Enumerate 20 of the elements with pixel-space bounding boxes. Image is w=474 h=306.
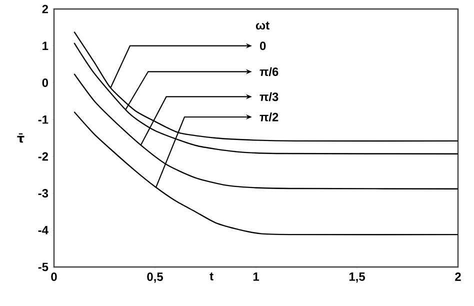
y-tick-label: -1 bbox=[38, 115, 48, 124]
x-axis-title: t bbox=[210, 272, 214, 280]
legend-label: π/3 bbox=[260, 92, 278, 102]
y-tick-label: -5 bbox=[38, 262, 48, 272]
y-tick-label: 2 bbox=[42, 4, 48, 14]
y-tick-label: -3 bbox=[38, 189, 48, 198]
y-tick-label: -4 bbox=[38, 226, 48, 234]
legend-label: π/6 bbox=[260, 67, 278, 76]
y-tick-label: -2 bbox=[38, 152, 48, 161]
y-tick-label: 0 bbox=[42, 78, 48, 87]
legend-title: ωt bbox=[256, 22, 270, 30]
y-tick-label: 1 bbox=[42, 42, 48, 50]
x-tick-label: 2 bbox=[455, 272, 461, 281]
x-tick-label: 1,5 bbox=[349, 272, 365, 283]
y-axis-title: τ̄ bbox=[17, 133, 24, 143]
legend-label: 0 bbox=[260, 42, 266, 50]
x-tick-label: 0 bbox=[51, 272, 57, 281]
x-tick-label: 0,5 bbox=[147, 272, 163, 283]
x-tick-label: 1 bbox=[253, 272, 259, 281]
legend-label: π/2 bbox=[260, 112, 278, 122]
